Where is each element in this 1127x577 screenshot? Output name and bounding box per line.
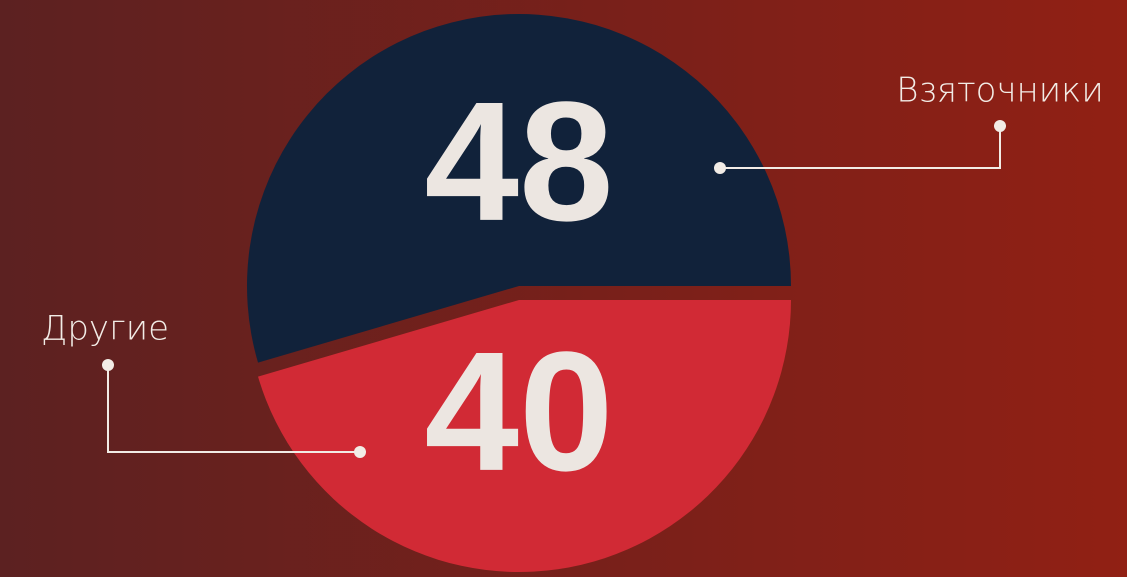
legend-label: Другие: [41, 309, 169, 349]
callout-line: [720, 126, 1001, 169]
pie-slice: [247, 13, 791, 363]
data-label: 48: [424, 67, 613, 257]
callout-dot: [102, 359, 114, 371]
data-label: 40: [424, 317, 613, 507]
callout-dot: [714, 162, 726, 174]
legend-label: Взяточники: [896, 71, 1104, 111]
callout-dot: [354, 446, 366, 458]
callout-dot: [994, 120, 1006, 132]
pie-slice: [258, 300, 791, 572]
callout-line: [107, 365, 360, 453]
